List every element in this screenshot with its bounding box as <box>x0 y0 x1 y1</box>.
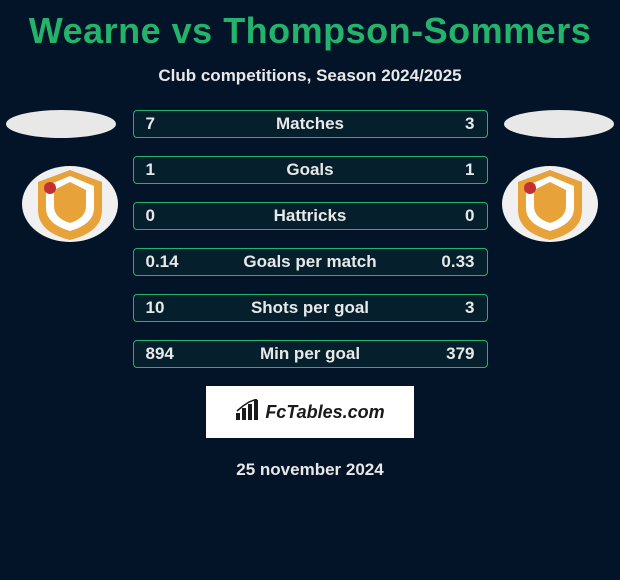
stat-left-value: 0.14 <box>146 252 206 272</box>
source-logo: FcTables.com <box>206 386 414 438</box>
page-title: Wearne vs Thompson-Sommers <box>0 0 620 52</box>
player-left-ellipse <box>6 110 116 138</box>
stat-label: Goals <box>206 160 415 180</box>
club-badge-left <box>20 164 120 244</box>
player-right-ellipse <box>504 110 614 138</box>
stat-right-value: 3 <box>415 298 475 318</box>
stat-row: 1 Goals 1 <box>133 156 488 184</box>
subtitle: Club competitions, Season 2024/2025 <box>0 66 620 86</box>
stat-right-value: 3 <box>415 114 475 134</box>
source-logo-text: FcTables.com <box>265 402 384 423</box>
stat-left-value: 10 <box>146 298 206 318</box>
stat-label: Goals per match <box>206 252 415 272</box>
stat-row: 7 Matches 3 <box>133 110 488 138</box>
stat-row: 894 Min per goal 379 <box>133 340 488 368</box>
stat-label: Hattricks <box>206 206 415 226</box>
stat-row: 0.14 Goals per match 0.33 <box>133 248 488 276</box>
club-badge-right <box>500 164 600 244</box>
stat-label: Shots per goal <box>206 298 415 318</box>
stat-right-value: 379 <box>415 344 475 364</box>
chart-icon <box>235 399 261 426</box>
stat-right-value: 0.33 <box>415 252 475 272</box>
date-text: 25 november 2024 <box>0 460 620 480</box>
stats-rows: 7 Matches 3 1 Goals 1 0 Hattricks 0 0.14… <box>133 110 488 368</box>
stat-label: Min per goal <box>206 344 415 364</box>
stat-left-value: 0 <box>146 206 206 226</box>
stat-row: 10 Shots per goal 3 <box>133 294 488 322</box>
stat-left-value: 894 <box>146 344 206 364</box>
stat-right-value: 1 <box>415 160 475 180</box>
comparison-content: 7 Matches 3 1 Goals 1 0 Hattricks 0 0.14… <box>0 110 620 480</box>
stat-left-value: 7 <box>146 114 206 134</box>
stat-row: 0 Hattricks 0 <box>133 202 488 230</box>
stat-label: Matches <box>206 114 415 134</box>
stat-right-value: 0 <box>415 206 475 226</box>
stat-left-value: 1 <box>146 160 206 180</box>
